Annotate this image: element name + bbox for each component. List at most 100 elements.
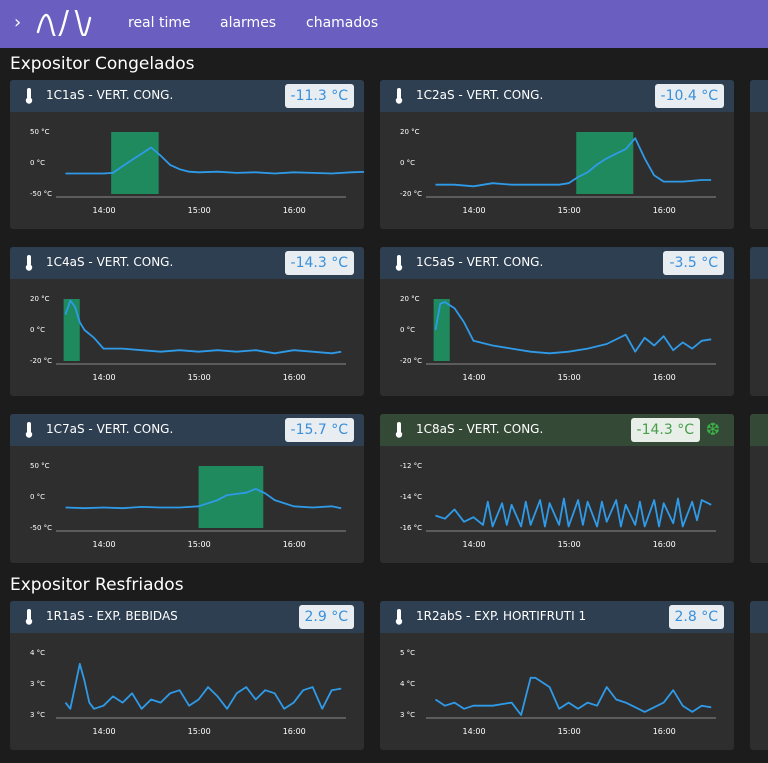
y-tick-label: 4 °C — [400, 680, 415, 688]
x-tick-label: 14:00 — [93, 373, 116, 382]
y-tick-label: -50 °C — [30, 524, 52, 532]
card-header: 1C5aS - VERT. CONG. -3.5 °C — [380, 247, 734, 279]
thermometer-icon — [25, 422, 33, 438]
partial-card[interactable] — [750, 601, 768, 750]
temperature-line — [65, 488, 342, 510]
y-tick-label: -12 °C — [400, 462, 422, 470]
card-header: 1C7aS - VERT. CONG. -15.7 °C — [10, 414, 364, 446]
x-tick-label: 14:00 — [463, 540, 486, 549]
defrost-period — [576, 132, 634, 194]
thermometer-icon — [25, 609, 33, 625]
y-tick-label: 3 °C — [30, 680, 45, 688]
temperature-badge: -14.3 °C — [630, 418, 700, 442]
sensor-card[interactable]: 1C8aS - VERT. CONG. -14.3 °C ❆ -12 °C -14 °C… — [380, 414, 734, 563]
sensor-name: 1R2abS - EXP. HORTIFRUTI 1 — [416, 609, 587, 623]
partial-card[interactable] — [750, 80, 768, 229]
y-tick-label: 20 °C — [400, 128, 420, 136]
defrost-period — [63, 299, 80, 361]
temperature-chart: 50 °C 0 °C -50 °C 14:00 15:00 16:00 — [30, 128, 364, 215]
card-header: 1C2aS - VERT. CONG. -10.4 °C — [380, 80, 734, 112]
nav-alarmes[interactable]: alarmes — [220, 15, 277, 31]
sensor-card[interactable]: 1C7aS - VERT. CONG. -15.7 °C 50 °C 0 °C -50 … — [10, 414, 364, 563]
y-tick-label: 20 °C — [30, 295, 50, 303]
y-tick-label: 3 °C — [30, 711, 45, 719]
sensor-name: 1C2aS - VERT. CONG. — [416, 88, 544, 102]
y-tick-label: 5 °C — [400, 649, 415, 657]
temperature-line — [64, 662, 342, 710]
sensor-card[interactable]: 1R2abS - EXP. HORTIFRUTI 1 2.8 °C 5 °C 4 °C… — [380, 601, 734, 750]
thermometer-icon — [395, 88, 403, 104]
sensor-name: 1R1aS - EXP. BEBIDAS — [46, 609, 178, 623]
temperature-chart: 20 °C 0 °C -20 °C 14:00 15:00 16:00 — [400, 295, 716, 382]
partial-card[interactable] — [750, 414, 768, 563]
y-tick-label: 0 °C — [30, 493, 45, 501]
x-tick-label: 15:00 — [188, 540, 211, 549]
x-tick-label: 15:00 — [558, 727, 581, 736]
section-title-congelados: Expositor Congelados — [10, 54, 195, 74]
y-tick-label: -20 °C — [400, 190, 422, 198]
sensor-name: 1C1aS - VERT. CONG. — [46, 88, 174, 102]
card-header: 1C1aS - VERT. CONG. -11.3 °C — [10, 80, 364, 112]
x-tick-label: 16:00 — [283, 206, 306, 215]
x-tick-label: 15:00 — [558, 373, 581, 382]
y-tick-label: -20 °C — [400, 357, 422, 365]
thermometer-icon — [395, 422, 403, 438]
x-tick-label: 16:00 — [653, 206, 676, 215]
temperature-badge: -10.4 °C — [654, 84, 724, 108]
partial-card[interactable] — [750, 247, 768, 396]
y-tick-label: 0 °C — [30, 159, 45, 167]
x-tick-label: 14:00 — [93, 727, 116, 736]
x-tick-label: 16:00 — [653, 373, 676, 382]
temperature-chart: 5 °C 4 °C 3 °C 14:00 15:00 16:00 — [400, 649, 716, 736]
nav-chamados[interactable]: chamados — [306, 15, 379, 31]
x-tick-label: 14:00 — [93, 206, 116, 215]
sensor-card[interactable]: 1C4aS - VERT. CONG. -14.3 °C 20 °C 0 °C -20 … — [10, 247, 364, 396]
x-tick-label: 14:00 — [463, 206, 486, 215]
chevron-right-icon[interactable]: › — [14, 12, 22, 33]
temperature-badge: -14.3 °C — [284, 251, 354, 275]
wave-logo-icon — [36, 10, 92, 36]
temperature-chart: 20 °C 0 °C -20 °C 14:00 15:00 16:00 — [30, 295, 346, 382]
y-tick-label: -50 °C — [30, 190, 52, 198]
sensor-card[interactable]: 1C5aS - VERT. CONG. -3.5 °C 20 °C 0 °C -20 °… — [380, 247, 734, 396]
x-tick-label: 15:00 — [188, 373, 211, 382]
x-tick-label: 14:00 — [93, 540, 116, 549]
temperature-badge: -15.7 °C — [284, 418, 354, 442]
temperature-line — [435, 137, 712, 188]
temperature-badge: 2.8 °C — [668, 605, 724, 629]
sensor-card[interactable]: 1C1aS - VERT. CONG. -11.3 °C 50 °C 0 °C -50 … — [10, 80, 364, 229]
top-navigation-bar: › real time alarmes chamados — [0, 0, 768, 48]
sensor-card[interactable]: 1R1aS - EXP. BEBIDAS 2.9 °C 4 °C 3 °C 3 °C 14… — [10, 601, 364, 750]
temperature-line — [65, 146, 364, 175]
temperature-line — [435, 676, 712, 716]
thermometer-icon — [395, 609, 403, 625]
sensor-card[interactable]: 1C2aS - VERT. CONG. -10.4 °C 20 °C 0 °C -20 … — [380, 80, 734, 229]
thermometer-icon — [25, 88, 33, 104]
temperature-line — [64, 299, 342, 355]
card-header: 1R2abS - EXP. HORTIFRUTI 1 2.8 °C — [380, 601, 734, 633]
defrost-period — [198, 466, 264, 528]
y-tick-label: -14 °C — [400, 493, 422, 501]
temperature-badge: -3.5 °C — [663, 251, 724, 275]
sensor-name: 1C5aS - VERT. CONG. — [416, 255, 544, 269]
x-tick-label: 15:00 — [188, 206, 211, 215]
temperature-chart: 20 °C 0 °C -20 °C 14:00 15:00 16:00 — [400, 128, 716, 215]
y-tick-label: 3 °C — [400, 711, 415, 719]
y-tick-label: 4 °C — [30, 649, 45, 657]
card-header: 1R1aS - EXP. BEBIDAS 2.9 °C — [10, 601, 364, 633]
x-tick-label: 16:00 — [653, 540, 676, 549]
y-tick-label: 50 °C — [30, 462, 50, 470]
snowflake-icon: ❆ — [705, 420, 720, 440]
x-tick-label: 14:00 — [463, 373, 486, 382]
temperature-chart: 4 °C 3 °C 3 °C 14:00 15:00 16:00 — [30, 649, 346, 736]
temperature-badge: -11.3 °C — [284, 84, 354, 108]
temperature-line — [435, 497, 712, 528]
x-tick-label: 16:00 — [283, 540, 306, 549]
temperature-line — [434, 301, 712, 355]
x-tick-label: 16:00 — [283, 373, 306, 382]
temperature-badge: 2.9 °C — [298, 605, 354, 629]
y-tick-label: 0 °C — [30, 326, 45, 334]
nav-real-time[interactable]: real time — [128, 15, 191, 31]
temperature-chart: -12 °C -14 °C -16 °C 14:00 15:00 16:00 — [400, 462, 716, 549]
x-tick-label: 14:00 — [463, 727, 486, 736]
